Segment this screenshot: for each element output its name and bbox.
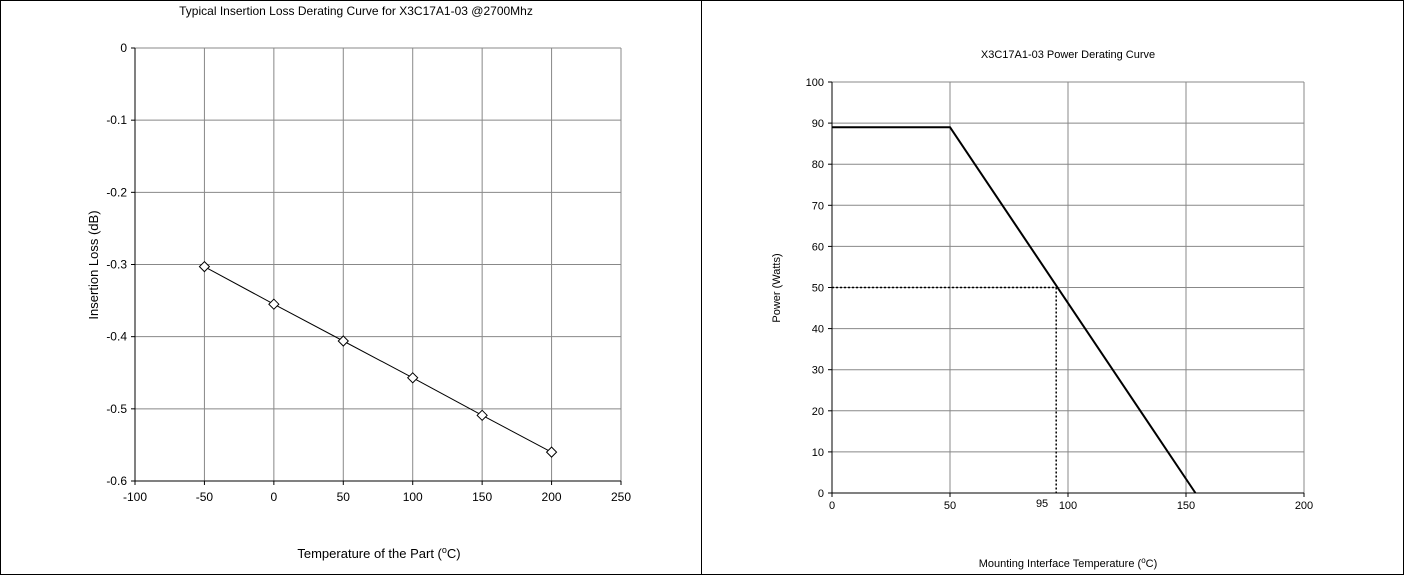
x-tick-labels: -100 -50 0 50 100 150 200 250 (123, 490, 631, 504)
y-tick-labels: 0 -0.1 -0.2 -0.3 -0.4 -0.5 -0.6 (106, 41, 127, 488)
data-point (198, 260, 211, 273)
insertion-loss-panel: Typical Insertion Loss Derating Curve fo… (0, 0, 702, 575)
x-tick-labels: 0 50 100 150 200 (829, 500, 1313, 512)
x-tick-label: 100 (1059, 500, 1077, 512)
y-tick-label: 60 (812, 241, 824, 253)
y-tick-label: -0.5 (106, 402, 127, 416)
x-axis-label: Mounting Interface Temperature (oC) (979, 556, 1158, 570)
series (198, 260, 558, 458)
reference-lines: 95 (832, 286, 1057, 510)
y-tick-label: -0.2 (106, 185, 127, 199)
y-tick-label: 10 (812, 447, 824, 459)
y-axis-label: Insertion Loss (dB) (86, 210, 101, 319)
x-tick-label: 50 (337, 490, 351, 504)
x-tick-label: 200 (1295, 500, 1313, 512)
y-tick-label: 30 (812, 365, 824, 377)
reference-label: 95 (1036, 498, 1048, 510)
series-line (832, 126, 1197, 494)
y-tick-label: -0.4 (106, 330, 127, 344)
data-point (337, 335, 349, 347)
x-tick-label: -50 (196, 490, 214, 504)
x-axis-label: Temperature of the Part (oC) (297, 545, 460, 561)
y-tick-label: 90 (812, 118, 824, 130)
x-tick-label: 100 (403, 490, 423, 504)
x-tick-label: 200 (542, 490, 562, 504)
y-tick-label: 20 (812, 406, 824, 418)
x-tick-label: 0 (829, 500, 835, 512)
x-tick-label: -100 (123, 490, 147, 504)
x-tick-label: 50 (944, 500, 956, 512)
y-tick-label: 50 (812, 283, 824, 295)
y-tick-label: 70 (812, 200, 824, 212)
y-tick-label: 0 (120, 41, 127, 55)
chart-title: Typical Insertion Loss Derating Curve fo… (179, 4, 533, 18)
y-tick-label: 80 (812, 159, 824, 171)
y-tick-labels: 0 10 20 30 40 50 60 70 80 90 100 (806, 77, 824, 500)
x-tick-label: 250 (611, 490, 631, 504)
series-line (204, 266, 552, 453)
power-derating-chart: X3C17A1-03 Power Derating Curve 0 50 100 15… (771, 49, 1313, 570)
y-axis-label: Power (Watts) (771, 253, 783, 322)
grid (828, 81, 1305, 497)
power-derating-panel: X3C17A1-03 Power Derating Curve 0 50 100 15… (701, 0, 1404, 575)
data-point (407, 372, 419, 384)
series (832, 126, 1197, 494)
grid (131, 47, 622, 485)
data-point (268, 298, 280, 310)
y-tick-label: 100 (806, 77, 824, 89)
data-point (545, 446, 558, 458)
data-point (476, 409, 488, 422)
insertion-loss-chart: Typical Insertion Loss Derating Curve fo… (86, 4, 631, 561)
x-tick-label: 0 (271, 490, 278, 504)
y-tick-label: 0 (818, 488, 824, 500)
y-tick-label: -0.1 (106, 113, 127, 127)
x-tick-label: 150 (1177, 500, 1195, 512)
y-tick-label: -0.3 (106, 258, 127, 272)
y-tick-label: -0.6 (106, 474, 127, 488)
chart-title: X3C17A1-03 Power Derating Curve (981, 49, 1155, 61)
y-tick-label: 40 (812, 324, 824, 336)
x-tick-label: 150 (472, 490, 492, 504)
